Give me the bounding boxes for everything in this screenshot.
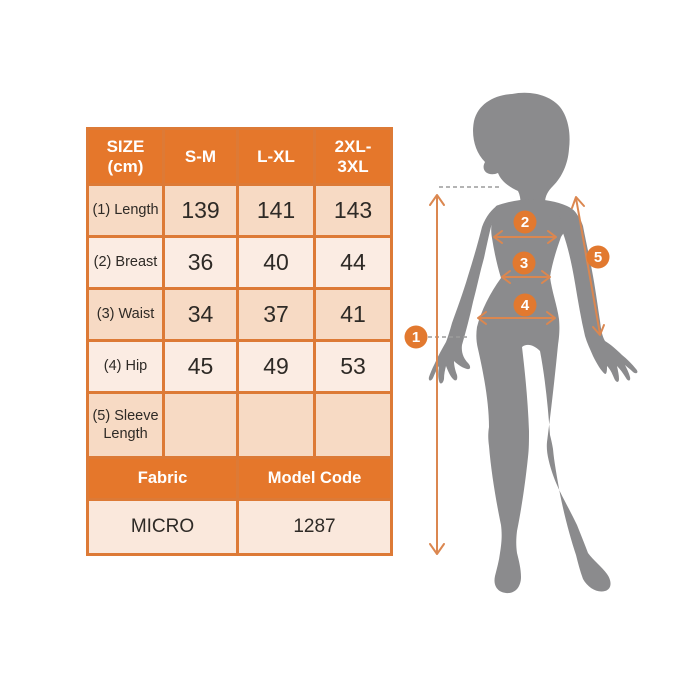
fabric-value: MICRO	[86, 498, 239, 556]
length-2xl-3xl: 143	[313, 183, 393, 238]
col-header-s-m: S-M	[162, 127, 239, 186]
hip-2xl-3xl: 53	[313, 339, 393, 394]
col-header-l-xl: L-XL	[236, 127, 316, 186]
marker-2-circle	[513, 210, 537, 234]
hip-arrow-right	[546, 311, 556, 325]
sleeve-measure-line	[575, 197, 601, 335]
row-label-length: (1) Length	[86, 183, 165, 238]
sleeve-arrow-down	[592, 324, 605, 336]
sleeve-2xl-3xl	[313, 391, 393, 459]
marker-1-label: 1	[412, 329, 420, 346]
silhouette-left-arm	[559, 205, 638, 382]
marker-4-circle	[513, 293, 537, 317]
hip-s-m: 45	[162, 339, 239, 394]
row-sleeve-length: (5) Sleeve Length	[86, 391, 393, 459]
breast-arrow-right	[547, 230, 557, 244]
row-label-waist: (3) Waist	[86, 287, 165, 342]
length-arrow-up	[429, 194, 445, 206]
length-s-m: 139	[162, 183, 239, 238]
row-breast: (2) Breast 36 40 44	[86, 235, 393, 290]
marker-5-label: 5	[594, 249, 602, 266]
silhouette-head	[473, 92, 570, 219]
waist-l-xl: 37	[236, 287, 316, 342]
col-header-size-cm: SIZE (cm)	[86, 127, 165, 186]
body-measurement-diagram: 1 2 3 4 5	[404, 92, 638, 594]
sleeve-s-m	[162, 391, 239, 459]
sleeve-arrow-up	[571, 196, 585, 209]
measurement-markers: 1 2 3 4 5	[404, 210, 610, 349]
footer-header-row: Fabric Model Code	[86, 456, 393, 501]
fabric-header: Fabric	[86, 456, 239, 501]
header-row: SIZE (cm) S-M L-XL 2XL-3XL	[86, 127, 393, 186]
sleeve-l-xl	[236, 391, 316, 459]
waist-arrow-left	[501, 270, 511, 284]
female-silhouette	[428, 92, 638, 594]
waist-arrow-right	[541, 270, 551, 284]
row-length: (1) Length 139 141 143	[86, 183, 393, 238]
row-label-breast: (2) Breast	[86, 235, 165, 290]
footer-value-row: MICRO 1287	[86, 498, 393, 556]
marker-2-label: 2	[521, 214, 529, 231]
size-chart-table: SIZE (cm) S-M L-XL 2XL-3XL (1) Length 13…	[86, 127, 393, 556]
marker-1-circle	[404, 325, 428, 349]
length-arrow-down	[429, 543, 445, 555]
marker-3-label: 3	[520, 255, 528, 272]
length-l-xl: 141	[236, 183, 316, 238]
breast-s-m: 36	[162, 235, 239, 290]
row-waist: (3) Waist 34 37 41	[86, 287, 393, 342]
row-label-sleeve-length: (5) Sleeve Length	[86, 391, 165, 459]
breast-arrow-left	[493, 230, 503, 244]
silhouette-right-arm	[428, 205, 498, 384]
model-code-value: 1287	[236, 498, 393, 556]
waist-s-m: 34	[162, 287, 239, 342]
breast-l-xl: 40	[236, 235, 316, 290]
col-header-2xl-3xl: 2XL-3XL	[313, 127, 393, 186]
marker-4-label: 4	[521, 297, 530, 314]
marker-5-circle	[586, 245, 610, 269]
marker-3-circle	[512, 251, 536, 275]
hip-arrow-left	[477, 311, 487, 325]
row-label-hip: (4) Hip	[86, 339, 165, 394]
silhouette-torso-legs	[476, 199, 611, 594]
breast-2xl-3xl: 44	[313, 235, 393, 290]
row-hip: (4) Hip 45 49 53	[86, 339, 393, 394]
measurement-lines	[428, 186, 605, 555]
model-code-header: Model Code	[236, 456, 393, 501]
waist-2xl-3xl: 41	[313, 287, 393, 342]
hip-l-xl: 49	[236, 339, 316, 394]
